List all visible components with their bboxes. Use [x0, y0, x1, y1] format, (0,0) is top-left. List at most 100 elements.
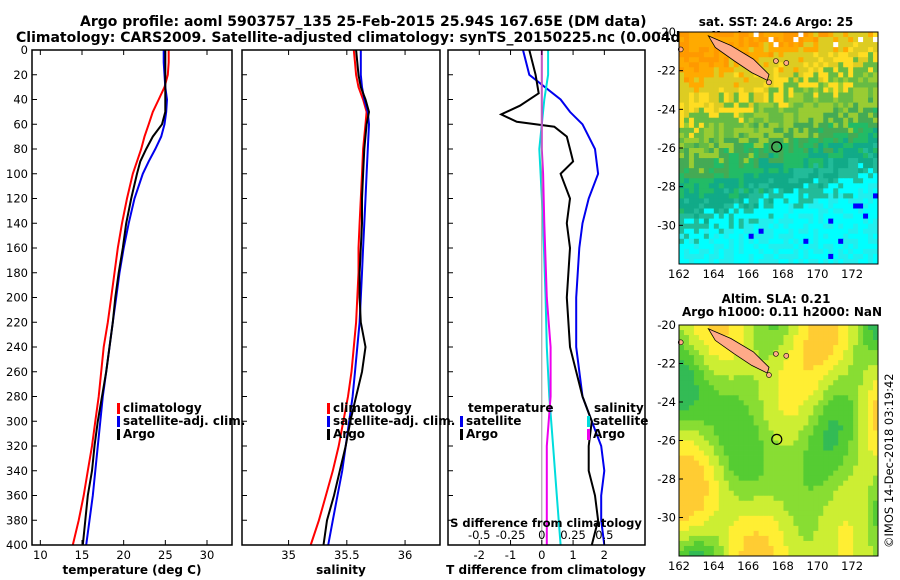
sst-map-cell: [813, 137, 819, 144]
sla-map-cell: [848, 410, 854, 416]
sst-map-cell: [828, 142, 834, 149]
sla-map-cell: [843, 445, 849, 451]
sla-map-cell: [688, 455, 695, 461]
sla-map-cell: [858, 510, 864, 517]
sst-map-cell: [778, 32, 784, 38]
sst-map-cell: [868, 92, 874, 98]
sla-map-cell: [843, 535, 849, 542]
sst-map-cell: [713, 243, 720, 250]
sla-map-cell: [818, 505, 824, 512]
temperature-ytick-label: 200: [6, 291, 28, 305]
sla-map-cell: [858, 435, 864, 441]
sla-map-cell: [698, 375, 705, 381]
sst-map-cell: [723, 253, 730, 260]
sst-map-cell: [748, 107, 755, 114]
sst-map-cell: [768, 72, 774, 78]
sla-map-cell: [853, 405, 859, 411]
sst-map-cell: [838, 218, 844, 225]
sst-map-cell: [858, 253, 864, 260]
sla-map-cell: [713, 325, 720, 331]
sla-map-cell: [743, 545, 750, 552]
sla-map-cell: [818, 355, 824, 361]
sla-map-cell: [818, 475, 824, 482]
sst-map-cell: [743, 253, 750, 260]
sst-map-cell: [803, 203, 809, 209]
sla-map-cell: [723, 330, 730, 336]
sla-map-cell: [838, 450, 844, 456]
sla-map-ytick-label: -26: [657, 434, 676, 448]
sst-map-cell: [768, 127, 774, 134]
sst-map-cell: [698, 42, 705, 48]
sst-map-cell: [823, 213, 829, 220]
sla-map-cell: [763, 360, 769, 366]
temperature-ytick-label: 260: [6, 365, 28, 379]
sla-map-cell: [808, 415, 814, 421]
sst-map-cell: [713, 228, 720, 235]
sst-map-cell: [748, 97, 755, 104]
sst-map-cell: [788, 67, 794, 73]
sst-map-cell: [693, 127, 700, 134]
sla-map-cell: [718, 460, 725, 467]
sla-map-cell: [798, 535, 804, 542]
sst-map-cell: [858, 57, 864, 63]
sla-map-cell: [708, 545, 715, 552]
sst-map-cell: [788, 183, 794, 189]
sst-map-cell: [679, 92, 685, 98]
sla-map-cell: [703, 485, 710, 492]
sst-map-cell: [693, 248, 700, 255]
sla-map-cell: [713, 550, 720, 557]
sla-map-cell: [758, 340, 764, 346]
sla-map-cell: [763, 330, 769, 336]
sst-map-cell: [873, 102, 879, 109]
sla-map-cell: [788, 545, 794, 552]
sst-map-cell: [808, 47, 814, 53]
sst-map-cell: [683, 122, 690, 129]
sst-map-cell: [808, 193, 814, 199]
sla-map-cell: [758, 505, 764, 512]
sst-map-cell: [683, 52, 690, 58]
sst-map-cell: [679, 97, 685, 104]
sst-map-cell: [873, 37, 879, 43]
sla-map-cell: [773, 540, 779, 547]
sst-map-cell: [873, 208, 879, 214]
sst-map-cell: [718, 67, 725, 73]
sla-map-cell: [679, 350, 685, 356]
sst-map-cell: [803, 213, 809, 220]
sla-map-cell: [813, 380, 819, 386]
sla-map-cell: [698, 535, 705, 542]
sst-map-cell: [683, 107, 690, 114]
sst-map-cell: [713, 57, 720, 63]
sla-map-cell: [768, 420, 774, 426]
sst-map-cell: [698, 148, 705, 154]
sla-map-cell: [798, 460, 804, 467]
sla-map-cell: [728, 435, 735, 441]
sst-map-cell: [748, 77, 755, 83]
sst-map-cell: [693, 32, 700, 38]
sst-map-cell: [758, 117, 764, 124]
sst-map-cell: [743, 193, 750, 199]
sla-map-cell: [693, 520, 700, 527]
sst-map-cell: [748, 132, 755, 139]
sla-map-cell: [753, 430, 760, 436]
sla-map-cell: [873, 425, 879, 431]
sla-map-cell: [853, 460, 859, 467]
sla-map-cell: [768, 345, 774, 351]
sla-map-cell: [818, 385, 824, 391]
sst-map-cell: [738, 37, 745, 43]
sla-map-cell: [848, 475, 854, 482]
sla-map-cell: [813, 355, 819, 361]
sla-map-cell: [783, 385, 789, 391]
sla-map-cell: [783, 510, 789, 517]
sst-map-cell: [728, 228, 735, 235]
sst-map-cell: [713, 87, 720, 93]
sst-map-cell: [808, 87, 814, 93]
sla-map-xtick-label: 164: [703, 559, 725, 573]
sst-map-cell: [868, 117, 874, 124]
sst-map-cell: [728, 102, 735, 109]
sla-map-cell: [818, 450, 824, 456]
sst-map-cell: [733, 32, 740, 38]
sst-map-cell: [778, 153, 784, 159]
sla-map-cell: [713, 530, 720, 537]
sla-map-cell: [683, 540, 690, 547]
